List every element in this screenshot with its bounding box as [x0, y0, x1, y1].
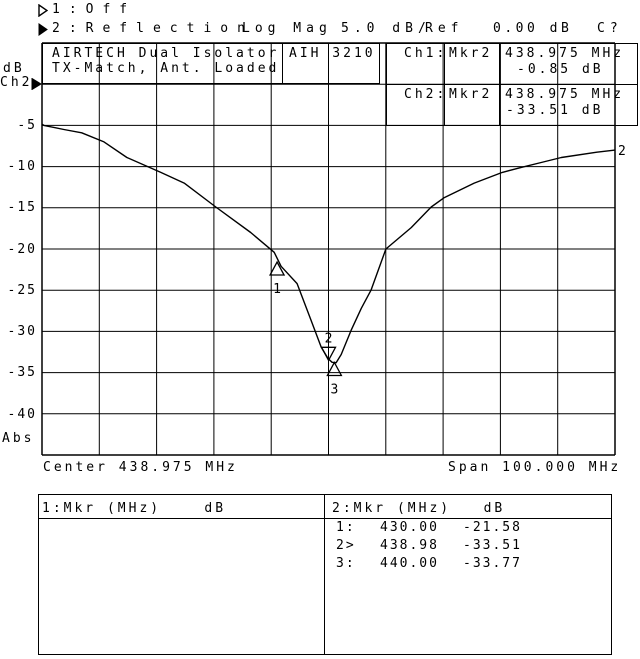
- y-axis-channel: Ch2: [0, 75, 33, 90]
- ref-word: Ref: [425, 21, 464, 36]
- ch1-readout-freq: 438.975 MHz: [505, 46, 625, 61]
- channel2-parameter: 2:Reflection: [52, 21, 254, 36]
- y-tick-label: -5: [17, 118, 37, 133]
- marker-table-divider: [324, 494, 325, 655]
- y-axis-unit: dB: [3, 61, 25, 76]
- channel2-format: Log Mag: [242, 21, 332, 36]
- title-box: [42, 43, 380, 84]
- marker-1-triangle-icon: [268, 260, 286, 276]
- marker-table-right-header: 2:Mkr (MHz) dB: [332, 501, 506, 516]
- marker-row-db: -33.51: [463, 538, 522, 553]
- correction-status: C?: [597, 21, 623, 36]
- y-axis-format-label: Abs: [2, 431, 35, 446]
- marker-table: [38, 494, 612, 655]
- ch2-readout-marker: Mkr2: [449, 87, 493, 102]
- marker-row-db: -21.58: [463, 520, 522, 535]
- marker-row-db: -33.77: [463, 556, 522, 571]
- ch1-readout-value: -0.85 dB: [517, 62, 604, 77]
- y-tick-label: -30: [7, 324, 37, 339]
- readout-divider: [499, 43, 500, 126]
- marker-2-label: 2: [325, 331, 333, 346]
- marker-3-label: 3: [330, 382, 338, 397]
- marker-row-id: 3:: [336, 556, 356, 571]
- marker-table-left-header: 1:Mkr (MHz) dB: [42, 501, 227, 516]
- channel1-inactive-triangle-icon: [38, 3, 49, 21]
- marker-row-freq: 438.98: [380, 538, 439, 553]
- channel1-status: 1:Off: [52, 2, 137, 17]
- marker-1-label: 1: [273, 282, 281, 297]
- ch2-readout-box: [386, 84, 638, 126]
- marker-3-triangle-icon: [326, 361, 343, 377]
- marker-row-freq: 440.00: [380, 556, 439, 571]
- marker-2-triangle-icon: [320, 346, 337, 362]
- marker-row-id: 2>: [336, 538, 356, 553]
- marker-table-header-rule: [38, 518, 612, 519]
- channel2-active-triangle-icon: [38, 23, 48, 40]
- ch2-readout-label: Ch2:: [404, 87, 448, 102]
- y-tick-label: -25: [7, 283, 37, 298]
- title-line2: TX-Match, Ant. Loaded: [52, 61, 280, 76]
- title-line1: AIRTECH Dual Isolator: [52, 46, 280, 61]
- ref-level-arrow-icon: [31, 77, 42, 94]
- y-tick-label: -35: [7, 365, 37, 380]
- readout-divider: [444, 43, 445, 126]
- title-box-divider: [282, 43, 283, 84]
- marker-row-id: 1:: [336, 520, 356, 535]
- channel2-scale: 5.0 dB/: [341, 21, 431, 36]
- trace-ch2: [41, 123, 616, 364]
- x-axis-center-label: Center 438.975 MHz: [43, 460, 238, 475]
- marker-row-freq: 430.00: [380, 520, 439, 535]
- ch1-readout-marker: Mkr2: [449, 46, 493, 61]
- ch2-readout-value: -33.51 dB: [506, 103, 604, 118]
- ch1-readout-label: Ch1:: [404, 46, 448, 61]
- y-tick-label: -40: [7, 407, 37, 422]
- ch2-readout-freq: 438.975 MHz: [505, 87, 625, 102]
- title-model: AIH 3210: [289, 46, 376, 61]
- y-tick-label: -20: [7, 242, 37, 257]
- ref-value: 0.00 dB: [493, 21, 573, 36]
- x-axis-span-label: Span 100.000 MHz: [448, 460, 622, 475]
- y-tick-label: -10: [7, 159, 37, 174]
- trace-end-label: 2: [618, 144, 626, 159]
- y-tick-label: -15: [7, 200, 37, 215]
